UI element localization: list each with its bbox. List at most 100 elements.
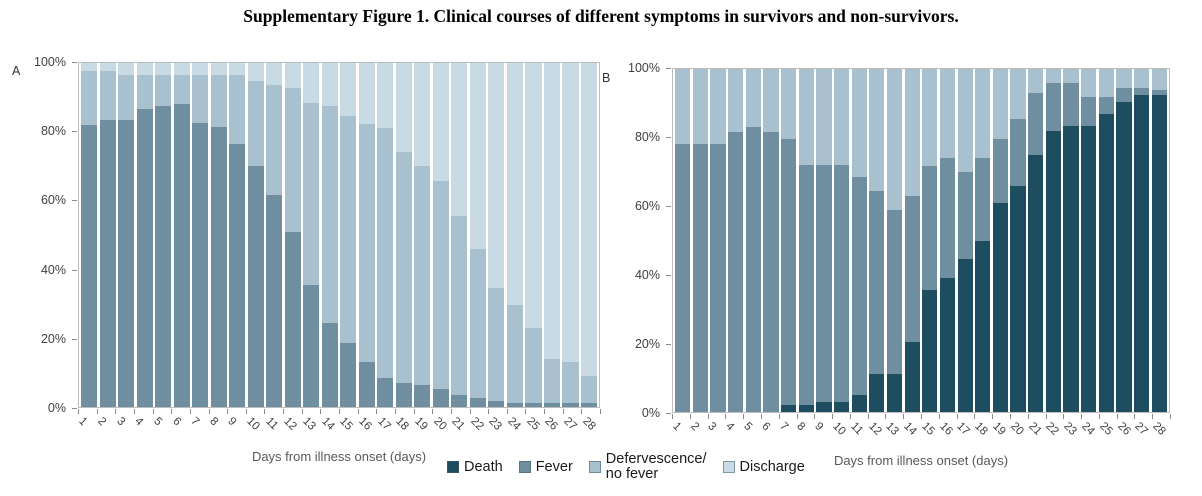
segment-defervescence-day-22 — [1045, 69, 1062, 83]
x-axis-label-day-24: 24 — [505, 415, 523, 433]
bar-day-15 — [922, 69, 938, 412]
x-tick — [1081, 414, 1083, 419]
segment-discharge-day-18 — [395, 63, 412, 153]
segment-defervescence-day-25 — [525, 328, 542, 403]
segment-defervescence-day-10 — [247, 80, 264, 167]
segment-discharge-day-20 — [432, 63, 449, 181]
x-axis-label-day-3: 3 — [113, 415, 127, 429]
segment-discharge-day-10 — [247, 63, 264, 81]
segment-death-day-26 — [1116, 101, 1132, 412]
segment-fever-day-14 — [321, 322, 338, 407]
bar-day-1 — [81, 63, 98, 407]
segment-defervescence-day-16 — [358, 124, 375, 363]
x-tick — [725, 414, 727, 419]
segment-defervescence-day-24 — [506, 305, 523, 403]
segment-fever-day-2 — [692, 144, 708, 412]
segment-defervescence-day-5 — [745, 69, 761, 128]
segment-fever-day-25 — [1098, 97, 1115, 114]
segment-fever-day-10 — [833, 165, 850, 402]
segment-fever-day-5 — [745, 127, 761, 412]
segment-defervescence-day-25 — [1098, 69, 1115, 98]
x-tick — [544, 409, 546, 414]
segment-fever-day-21 — [1028, 93, 1044, 155]
x-axis-label-day-11: 11 — [847, 420, 865, 438]
segment-fever-day-1 — [81, 124, 98, 407]
segment-fever-day-5 — [155, 106, 172, 407]
y-tick — [72, 131, 77, 133]
x-tick — [689, 414, 691, 419]
bar-day-24 — [1081, 69, 1097, 412]
y-tick — [666, 137, 671, 138]
x-axis-label-day-27: 27 — [561, 415, 579, 433]
legend-item-death: Death — [447, 458, 503, 475]
bar-day-26 — [543, 63, 561, 407]
segment-discharge-day-16 — [358, 63, 375, 125]
segment-death-day-7 — [780, 405, 797, 412]
x-tick — [413, 409, 415, 414]
y-tick — [72, 62, 77, 63]
segment-discharge-day-28 — [580, 63, 598, 377]
bar-day-3 — [118, 63, 135, 407]
bar-day-10 — [247, 63, 264, 407]
bar-day-25 — [525, 63, 542, 407]
segment-fever-day-14 — [904, 195, 920, 342]
x-axis-label-day-20: 20 — [1008, 420, 1026, 438]
bar-day-10 — [833, 69, 850, 412]
x-tick — [301, 409, 303, 414]
x-axis-label-day-16: 16 — [936, 420, 955, 438]
segment-death-day-20 — [1010, 185, 1026, 412]
bar-day-11 — [851, 69, 867, 412]
segment-defervescence-day-23 — [488, 287, 505, 401]
x-axis-label-day-23: 23 — [1061, 420, 1079, 438]
y-axis-label-80pct: 80% — [40, 124, 66, 139]
bar-day-14 — [904, 69, 920, 412]
y-axis-label-0pct: 0% — [47, 401, 66, 415]
segment-defervescence-day-13 — [886, 69, 903, 210]
x-tick — [581, 409, 583, 414]
bar-day-13 — [303, 63, 320, 407]
x-tick — [152, 409, 154, 414]
segment-fever-day-6 — [173, 104, 190, 407]
segment-defervescence-day-26 — [543, 359, 561, 403]
bar-day-19 — [992, 69, 1009, 412]
segment-defervescence-day-19 — [992, 69, 1009, 140]
x-axis-label-day-25: 25 — [523, 415, 542, 433]
segment-defervescence-day-13 — [303, 102, 320, 285]
segment-death-day-14 — [904, 341, 920, 412]
bar-day-27 — [562, 63, 579, 407]
x-tick — [227, 409, 229, 414]
bar-day-23 — [1063, 69, 1079, 412]
x-axis-label-day-19: 19 — [412, 415, 430, 433]
legend-label-death: Death — [464, 458, 503, 475]
panel-letter-b: B — [602, 71, 611, 85]
x-tick — [921, 414, 922, 419]
x-tick — [832, 414, 834, 419]
segment-death-day-12 — [869, 374, 885, 412]
x-axis-label-day-26: 26 — [542, 415, 561, 433]
segment-fever-day-15 — [922, 166, 938, 291]
segment-defervescence-day-8 — [210, 75, 227, 127]
bar-day-6 — [763, 69, 779, 412]
x-axis-label-day-9: 9 — [225, 415, 239, 429]
segment-defervescence-day-15 — [340, 116, 357, 344]
bar-day-2 — [692, 69, 708, 412]
bar-day-2 — [99, 63, 116, 407]
x-tick — [1170, 414, 1171, 419]
segment-discharge-day-26 — [543, 63, 561, 360]
segment-defervescence-day-28 — [580, 376, 598, 403]
segment-defervescence-day-21 — [1028, 69, 1044, 94]
segment-discharge-day-24 — [506, 63, 523, 306]
bar-day-7 — [780, 69, 797, 412]
segment-fever-day-8 — [798, 165, 814, 406]
segment-discharge-day-4 — [136, 63, 153, 76]
segment-fever-day-3 — [710, 144, 726, 412]
x-tick — [376, 409, 378, 414]
segment-fever-day-16 — [939, 157, 956, 279]
segment-defervescence-day-11 — [851, 69, 867, 178]
legend-label-discharge: Discharge — [739, 458, 805, 475]
x-axis-label-day-24: 24 — [1079, 420, 1097, 438]
segment-fever-day-27 — [1134, 87, 1150, 95]
x-tick — [357, 409, 359, 414]
x-axis-label-day-15: 15 — [919, 420, 937, 438]
x-axis-label-day-8: 8 — [794, 420, 808, 434]
